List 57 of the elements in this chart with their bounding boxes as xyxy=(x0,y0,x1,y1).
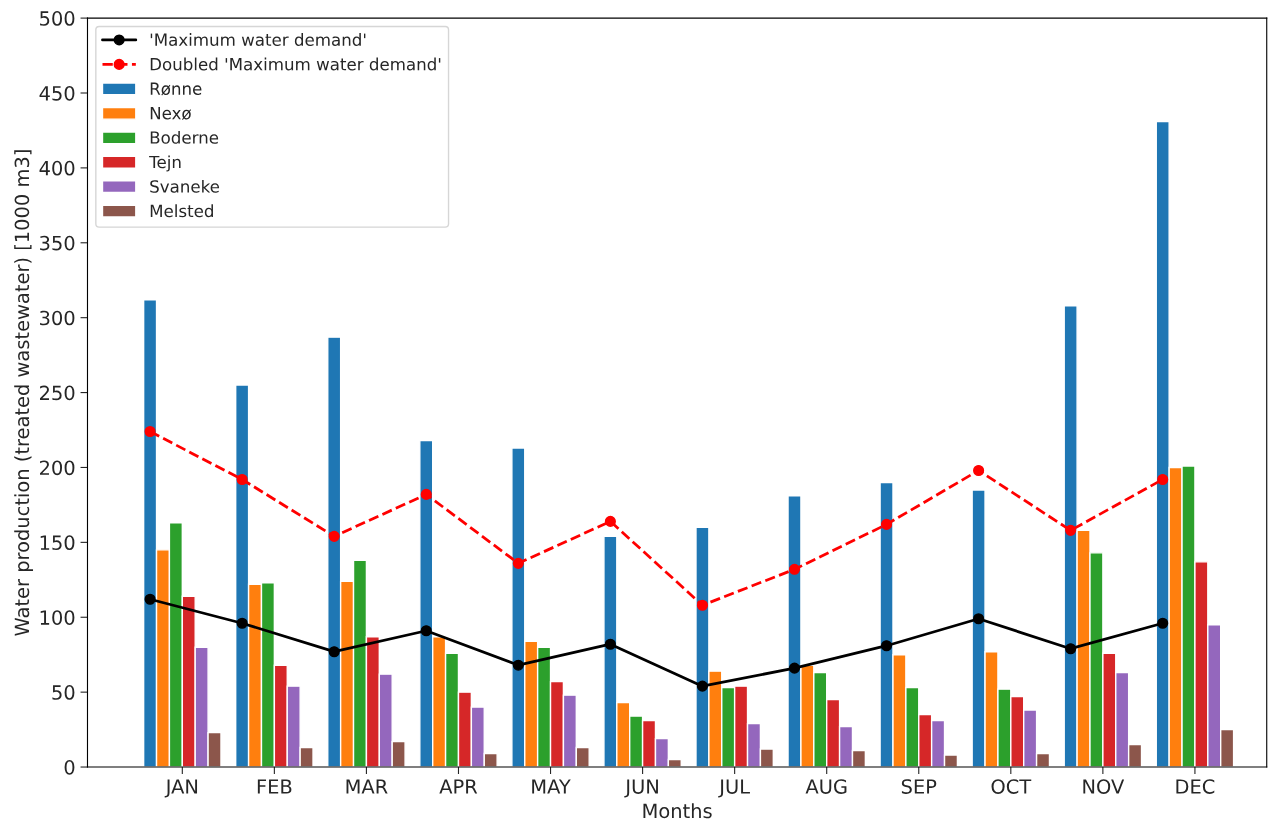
legend-label: Rønne xyxy=(150,82,202,96)
y-tick-label: 300 xyxy=(40,310,75,326)
point xyxy=(328,646,340,658)
point xyxy=(788,662,801,674)
point xyxy=(1065,643,1077,655)
x-tick-label: JAN xyxy=(164,779,198,798)
y-tick-label: 400 xyxy=(39,160,75,176)
point xyxy=(973,464,985,477)
point xyxy=(1157,473,1169,486)
x-tick-label: SEP xyxy=(901,779,937,794)
point xyxy=(236,617,248,629)
point xyxy=(604,515,616,527)
legend-label: Doubled 'Maximum water demand' xyxy=(150,57,441,71)
y-tick-label: 100 xyxy=(40,610,75,625)
point xyxy=(696,599,708,611)
x-tick-label: OCT xyxy=(991,779,1032,794)
point xyxy=(788,563,801,575)
point xyxy=(604,638,616,650)
y-tick-label: 150 xyxy=(40,535,75,551)
legend-label: Svaneke xyxy=(150,179,220,193)
legend-label: Melsted xyxy=(150,204,213,218)
point xyxy=(420,488,432,500)
point xyxy=(512,557,524,569)
x-tick-label: NOV xyxy=(1083,779,1125,794)
point xyxy=(420,625,432,637)
point xyxy=(880,518,893,530)
y-tick-label: 250 xyxy=(40,385,75,401)
legend-label: Boderne xyxy=(150,130,219,144)
point xyxy=(328,530,340,542)
x-tick-label: JUL xyxy=(718,779,750,798)
y-tick-label: 50 xyxy=(52,685,75,700)
y-tick-label: 200 xyxy=(40,460,75,476)
y-tick-label: 450 xyxy=(39,85,75,101)
point xyxy=(1065,524,1077,536)
point xyxy=(696,680,708,692)
x-tick-label: DEC xyxy=(1176,779,1215,794)
x-tick-label: MAR xyxy=(346,779,388,794)
x-tick-label: AUG xyxy=(805,779,847,794)
y-tick-label: 350 xyxy=(40,235,75,251)
legend-label: Tejn xyxy=(149,155,181,172)
legend-label: 'Maximum water demand' xyxy=(150,33,366,47)
x-tick-label: MAY xyxy=(532,779,571,794)
x-tick-label: APR xyxy=(439,779,478,794)
x-tick-label: FEB xyxy=(257,779,292,794)
x-axis-title: Months xyxy=(643,803,712,819)
x-tick-label: JUN xyxy=(624,779,658,798)
y-axis-title: Water production (treated wastewater) [1000 m3] xyxy=(14,150,34,636)
point xyxy=(144,593,156,605)
point xyxy=(1157,617,1169,629)
y-tick-label: 0 xyxy=(64,759,75,775)
point xyxy=(512,659,524,671)
y-tick-label: 500 xyxy=(40,11,75,26)
point xyxy=(144,425,156,438)
point xyxy=(880,640,893,652)
legend-label: Nexø xyxy=(150,107,192,120)
point xyxy=(973,613,985,625)
point xyxy=(236,473,248,486)
